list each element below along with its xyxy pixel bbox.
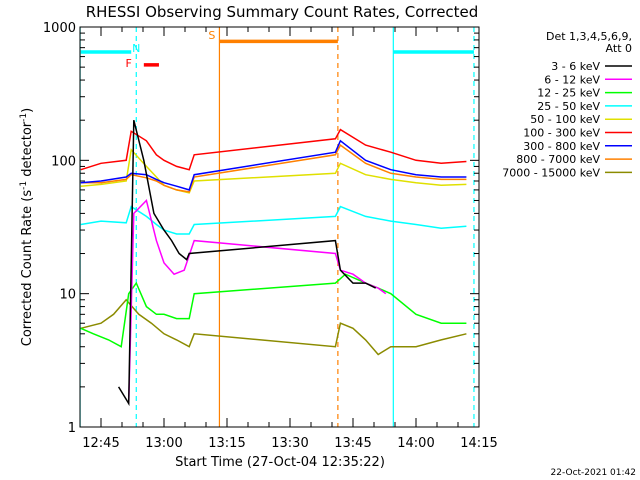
y-axis: 1 10 100 1000 [43, 21, 479, 436]
legend-label-7000-15000-kev: 7000 - 15000 keV [502, 166, 600, 179]
footer-timestamp: 22-Oct-2021 01:42 [551, 468, 636, 478]
series-800-7000-kev [80, 143, 467, 193]
legend-label-50-100-kev: 50 - 100 keV [530, 113, 600, 126]
series-12-25-kev [80, 273, 467, 348]
x-tick-label-6: 14:15 [460, 436, 497, 451]
y-tick-label-2: 100 [51, 154, 76, 169]
series-50-100-kev [80, 148, 467, 194]
x-tick-label-3: 13:30 [271, 436, 308, 451]
legend-label-800-7000-kev: 800 - 7000 keV [516, 153, 600, 166]
annotation-f: F [126, 57, 132, 70]
series-3-6-kev [117, 120, 377, 407]
y-tick-label-1: 10 [59, 288, 76, 303]
x-tick-label-1: 13:00 [145, 436, 182, 451]
annotation-n: N [132, 42, 140, 55]
series-group [80, 120, 467, 407]
x-axis: 12:45 13:00 13:15 13:30 13:45 14:00 14:15 [82, 27, 498, 451]
legend-label-300-800-kev: 300 - 800 keV [523, 140, 600, 153]
legend-label-12-25-kev: 12 - 25 keV [537, 87, 600, 100]
y-axis-label-end: ) [20, 108, 35, 113]
plot-frame [79, 26, 480, 428]
y-axis-label-mid: detector [20, 121, 35, 181]
series-300-800-kev [80, 139, 467, 191]
annotation-s: S [208, 29, 215, 42]
chart-title: RHESSI Observing Summary Count Rates, Co… [86, 3, 479, 21]
series-100-300-kev [80, 128, 467, 171]
y-tick-label-0: 1 [68, 421, 76, 436]
legend-label-3-6-kev: 3 - 6 keV [551, 60, 600, 73]
legend-label-6-12-kev: 6 - 12 keV [544, 73, 600, 86]
x-axis-label: Start Time (27-Oct-04 12:35:22) [175, 455, 385, 470]
x-tick-label-4: 13:45 [334, 436, 371, 451]
legend-header-2: Att 0 [606, 42, 632, 55]
x-tick-label-5: 14:00 [397, 436, 434, 451]
state-bars [80, 39, 474, 67]
legend-label-100-300-kev: 100 - 300 keV [523, 127, 600, 140]
series-7000-15000-kev [80, 298, 467, 356]
y-axis-label-exp2: -1 [19, 113, 29, 122]
x-tick-label-0: 12:45 [82, 436, 119, 451]
y-axis-label: Corrected Count Rate (s-1 detector-1) [19, 108, 35, 346]
legend-header-1: Det 1,3,4,5,6,9, [546, 30, 632, 43]
y-tick-label-3: 1000 [43, 21, 76, 36]
x-tick-label-2: 13:15 [208, 436, 245, 451]
legend-label-25-50-kev: 25 - 50 keV [537, 100, 600, 113]
y-axis-label-main: Corrected Count Rate (s [20, 190, 35, 347]
series-25-50-kev [80, 205, 467, 235]
y-axis-label-exp1: -1 [19, 181, 29, 190]
annotations: NF S [126, 29, 216, 70]
